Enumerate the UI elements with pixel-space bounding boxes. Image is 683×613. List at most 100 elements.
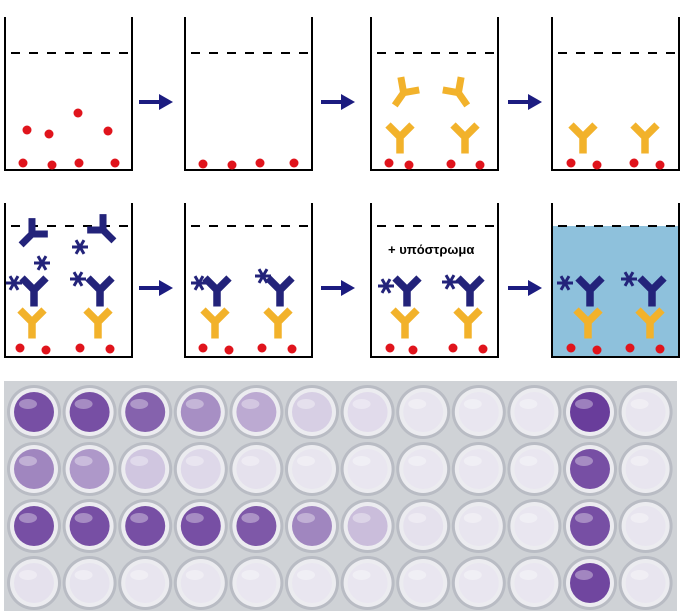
- capture-antibody: [83, 307, 113, 339]
- antigen-dot: [110, 158, 120, 168]
- plate-well: [62, 556, 117, 610]
- well-highlight: [130, 456, 149, 466]
- step-arrow: [139, 94, 173, 110]
- step-arrow: [139, 280, 173, 296]
- plate-well: [173, 442, 228, 496]
- plate-well: [396, 385, 451, 439]
- detection-antibody: [18, 218, 48, 248]
- well-highlight: [575, 513, 593, 523]
- plate-well: [451, 499, 506, 553]
- antibody-shape: [635, 307, 665, 339]
- plate-well: [7, 385, 61, 439]
- antibody-shape: [263, 307, 293, 339]
- well-highlight: [519, 513, 538, 523]
- microplate-photo: [4, 381, 677, 611]
- plate-well: [563, 385, 617, 439]
- plate-well: [173, 499, 228, 553]
- plate-well: [173, 385, 228, 439]
- detection-antibody: [19, 275, 49, 307]
- plate-well: [396, 442, 451, 496]
- antibody-shape: [87, 214, 117, 244]
- antigen-dot: [592, 160, 602, 170]
- well-liquid: [403, 392, 444, 432]
- antibody-shape: [630, 122, 660, 154]
- detection-antibody: [87, 214, 117, 244]
- enzyme-label-star: [34, 255, 50, 271]
- plate-well: [229, 442, 284, 496]
- well-highlight: [74, 513, 93, 523]
- beaker-outline: [370, 17, 499, 171]
- enzyme-label-star: [70, 271, 86, 287]
- plate-well: [62, 385, 117, 439]
- plate-well: [285, 499, 339, 553]
- star-ray: [8, 275, 20, 291]
- well-liquid: [514, 506, 555, 546]
- beaker-7: [370, 203, 499, 358]
- antibody-shape: [453, 307, 483, 339]
- well-liquid: [625, 563, 666, 603]
- capture-antibody: [390, 307, 420, 339]
- detection-antibody: [455, 275, 485, 307]
- antigen-dot: [446, 159, 456, 169]
- well-liquid: [236, 392, 277, 432]
- antigen-dot: [198, 343, 208, 353]
- antigen-dot: [18, 158, 28, 168]
- plate-well: [7, 556, 61, 610]
- antigen-dot: [227, 160, 237, 170]
- plate-well: [340, 556, 395, 610]
- antibody-shape: [85, 275, 115, 307]
- beaker-outline: [184, 203, 313, 358]
- star-ray: [559, 275, 571, 291]
- well-highlight: [630, 399, 649, 409]
- plate-well: [563, 442, 617, 496]
- antigen-dot: [625, 343, 635, 353]
- well-liquid: [625, 449, 666, 489]
- well-liquid: [347, 392, 388, 432]
- arrow-head: [159, 94, 173, 110]
- plate-well: [396, 556, 451, 610]
- antigen-dot: [255, 158, 265, 168]
- well-liquid: [69, 392, 110, 432]
- star-ray: [74, 239, 86, 255]
- capture-antibody: [442, 76, 471, 108]
- well-liquid: [514, 449, 555, 489]
- step-arrow: [321, 94, 355, 110]
- star-ray: [193, 275, 205, 291]
- well-highlight: [74, 570, 93, 580]
- detection-antibody: [265, 275, 295, 307]
- antibody-shape: [573, 307, 603, 339]
- well-highlight: [575, 399, 593, 409]
- antigen-dot: [103, 126, 113, 136]
- antigen-dot: [655, 160, 665, 170]
- plate-well: [229, 385, 284, 439]
- well-liquid: [14, 563, 54, 603]
- well-liquid: [14, 506, 54, 546]
- beaker-outline: [551, 17, 680, 171]
- capture-antibody: [200, 307, 230, 339]
- antigen-dot: [629, 158, 639, 168]
- enzyme-label-star: [255, 268, 271, 284]
- beaker-outline: [551, 203, 680, 358]
- antibody-shape: [637, 275, 667, 307]
- plate-well: [507, 442, 562, 496]
- well-highlight: [185, 456, 204, 466]
- step-arrow: [321, 280, 355, 296]
- plate-well: [62, 499, 117, 553]
- plate-well: [618, 556, 673, 610]
- plate-well: [618, 442, 673, 496]
- well-liquid: [570, 563, 610, 603]
- capture-antibody: [573, 307, 603, 339]
- plate-well: [618, 499, 673, 553]
- plate-well: [7, 499, 61, 553]
- well-highlight: [241, 399, 260, 409]
- well-highlight: [463, 456, 482, 466]
- plate-well: [340, 442, 395, 496]
- well-liquid: [403, 563, 444, 603]
- well-highlight: [352, 570, 371, 580]
- well-highlight: [408, 456, 427, 466]
- star-ray: [380, 278, 392, 294]
- well-highlight: [19, 570, 37, 580]
- capture-antibody: [630, 122, 660, 154]
- well-liquid: [180, 449, 221, 489]
- plate-well: [118, 442, 173, 496]
